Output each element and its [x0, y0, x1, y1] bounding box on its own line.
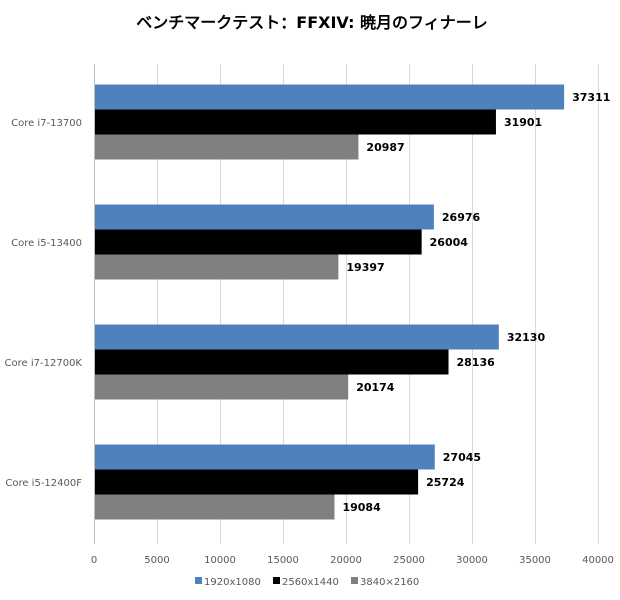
chart-title: ベンチマークテスト：FFXIV: 暁月のフィナーレ: [136, 13, 487, 32]
bar: [95, 254, 339, 280]
category-label: Core i5-12400F: [5, 478, 82, 489]
legend-swatch: [195, 577, 202, 584]
x-tick-label: 20000: [330, 555, 362, 566]
data-labels: 37311 31901 20987 26976 26004 19397 32130 28136…: [342, 91, 610, 514]
x-tick-label: 30000: [456, 555, 488, 566]
data-label: 37311: [572, 91, 610, 104]
legend-item: 1920x1080: [195, 577, 261, 588]
category-label: Core i7-13700: [11, 118, 82, 129]
bar: [95, 494, 335, 520]
x-axis-ticks: 0 5000 10000 15000 20000 25000 30000 35000 40000: [91, 555, 614, 566]
bar: [95, 469, 419, 495]
x-tick-label: 5000: [144, 555, 169, 566]
bar: [95, 444, 435, 470]
bar: [95, 349, 449, 375]
bar: [95, 229, 422, 255]
bar: [95, 109, 496, 135]
data-label: 19397: [346, 261, 384, 274]
legend-label: 3840×2160: [360, 577, 419, 588]
data-label: 19084: [342, 501, 381, 514]
category-labels: Core i7-13700 Core i5-13400 Core i7-12700K…: [5, 118, 83, 489]
data-label: 31901: [504, 116, 542, 129]
legend-item: 2560x1440: [273, 577, 339, 588]
data-label: 20987: [366, 141, 404, 154]
data-label: 20174: [356, 381, 395, 394]
data-label: 26004: [430, 236, 469, 249]
x-tick-label: 40000: [582, 555, 614, 566]
legend-item: 3840×2160: [351, 577, 419, 588]
x-tick-label: 0: [91, 555, 97, 566]
data-label: 25724: [426, 476, 465, 489]
bar: [95, 374, 349, 400]
legend-label: 1920x1080: [204, 577, 261, 588]
bar: [95, 84, 565, 110]
legend-swatch: [273, 577, 280, 584]
legend-swatch: [351, 577, 358, 584]
x-tick-label: 25000: [393, 555, 425, 566]
data-label: 28136: [457, 356, 496, 369]
x-tick-label: 35000: [519, 555, 551, 566]
data-label: 27045: [443, 451, 481, 464]
bar: [95, 134, 359, 160]
x-tick-label: 15000: [267, 555, 299, 566]
data-label: 32130: [507, 331, 546, 344]
data-label: 26976: [442, 211, 481, 224]
bar: [95, 324, 499, 350]
bars: [95, 84, 565, 520]
x-tick-label: 10000: [204, 555, 236, 566]
bar: [95, 204, 434, 230]
category-label: Core i7-12700K: [5, 358, 83, 369]
category-label: Core i5-13400: [11, 238, 82, 249]
legend: 1920x1080 2560x1440 3840×2160: [195, 577, 419, 588]
legend-label: 2560x1440: [282, 577, 339, 588]
